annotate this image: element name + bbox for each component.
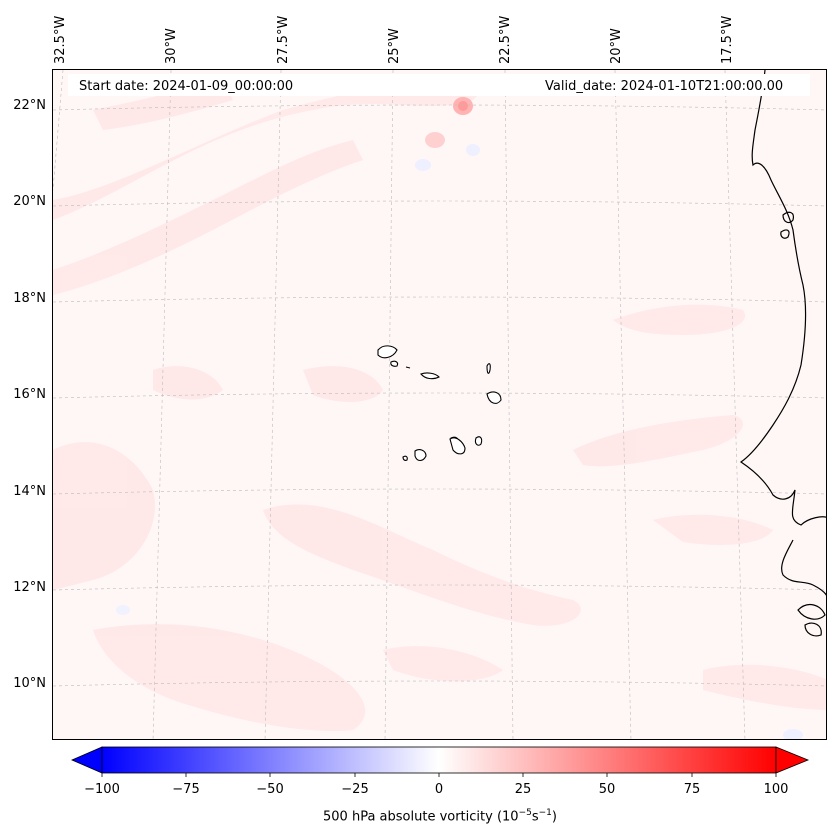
colorbar-tick-label: 25 [514,782,532,797]
colorbar-label: 500 hPa absolute vorticity (10−5s−1) [323,808,557,825]
lat-label-16n: 16°N [13,387,46,402]
graticule [53,70,826,739]
lat-label-14n: 14°N [13,484,46,499]
colorbar-tick-label: 75 [683,782,701,797]
lon-label-20w: 20°W [609,28,624,64]
lon-label-27-5w: 27.5°W [276,15,291,64]
colorbar-tick-label: 0 [434,782,444,797]
lat-label-10n: 10°N [13,676,46,691]
lat-label-20n: 20°N [13,194,46,209]
colorbar-tick-label: 50 [598,782,616,797]
colorbar [70,746,810,777]
colorbar-extend-high [775,746,810,774]
colorbar-tick-label: −75 [172,782,200,797]
valid-date-label: Valid_date: 2024-01-10T21:00:00.00 [545,79,784,94]
header-background [68,74,810,96]
start-date-label: Start date: 2024-01-09_00:00:00 [79,79,294,94]
vorticity-peaks [116,97,803,739]
map-panel [52,69,827,740]
colorbar-extend-low [70,746,103,774]
lat-label-12n: 12°N [13,580,46,595]
vorticity-field [53,79,826,731]
colorbar-ticks [101,773,777,777]
vorticity-map [53,70,826,739]
lon-label-30w: 30°W [164,28,179,64]
colorbar-tick-label: 100 [763,782,789,797]
colorbar-tick-label: −50 [256,782,284,797]
lon-label-17-5w: 17.5°W [720,15,735,64]
lon-label-25w: 25°W [387,28,402,64]
colorbar-tick-label: −25 [341,782,369,797]
colorbar-gradient [101,746,777,774]
lat-label-18n: 18°N [13,291,46,306]
colorbar-tick-label: −100 [84,782,120,797]
west-african-coastline [739,70,826,637]
lon-label-32-5w: 32.5°W [53,15,68,64]
lat-label-22n: 22°N [13,98,46,113]
lon-label-22-5w: 22.5°W [498,15,513,64]
cape-verde-islands [377,345,502,462]
